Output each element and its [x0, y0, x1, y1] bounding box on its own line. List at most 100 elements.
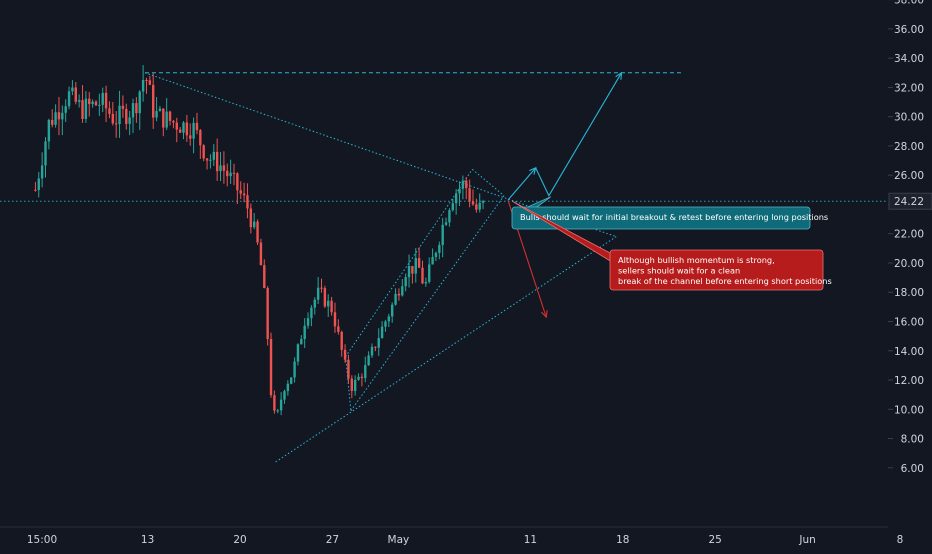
candle	[263, 259, 266, 289]
candle-body	[269, 338, 273, 396]
candle-body	[377, 338, 380, 348]
candle	[165, 98, 168, 130]
candle-body	[37, 178, 40, 191]
candle-body	[333, 312, 337, 327]
candle-body	[417, 258, 421, 268]
channel-lower-line	[350, 195, 505, 412]
candle	[178, 126, 182, 133]
candle	[222, 151, 226, 184]
candle-body	[438, 244, 441, 253]
candle-body	[219, 165, 222, 172]
candle-body	[34, 189, 37, 191]
candle	[152, 73, 155, 129]
candle-body	[148, 80, 152, 85]
candle	[434, 251, 438, 262]
candle	[162, 108, 165, 137]
candle-body	[465, 180, 468, 189]
candle	[441, 217, 444, 258]
x-tick-label: 25	[709, 534, 722, 546]
candle-body	[343, 349, 347, 360]
candle-body	[239, 190, 242, 194]
candle-body	[330, 300, 333, 313]
candle	[84, 90, 88, 123]
x-tick-label: May	[388, 534, 410, 546]
candle-body	[468, 188, 471, 202]
candle	[387, 313, 391, 328]
candle	[138, 90, 141, 130]
bear-callout[interactable]: Although bullish momentum is strong,sell…	[511, 200, 832, 291]
candle-body	[51, 119, 54, 125]
candle	[239, 181, 242, 200]
candle-body	[390, 304, 394, 317]
x-tick-label: 18	[616, 534, 629, 546]
candle-body	[434, 252, 438, 258]
candle	[448, 208, 451, 227]
candle-body	[263, 265, 266, 288]
candle	[313, 297, 316, 315]
candle	[242, 182, 246, 203]
candle	[74, 82, 77, 105]
candle	[91, 99, 94, 108]
y-tick-label: 34.00	[894, 53, 924, 65]
candle-body	[67, 91, 71, 107]
candle-body	[451, 203, 454, 211]
candle-body	[189, 135, 192, 139]
y-tick-label: 6.00	[901, 463, 924, 475]
x-tick-label: 27	[326, 534, 339, 546]
candle	[77, 94, 81, 108]
candle-body	[327, 300, 330, 307]
candle-body	[387, 316, 391, 322]
candle	[182, 121, 185, 140]
candle	[414, 247, 417, 283]
candle-body	[162, 108, 165, 128]
y-tick-label: 30.00	[894, 112, 924, 124]
candle	[273, 390, 276, 414]
candle-body	[303, 325, 306, 340]
candle-body	[185, 122, 189, 136]
candle-body	[374, 346, 377, 348]
candle-body	[182, 122, 185, 133]
candle-body	[229, 172, 232, 177]
candle-body	[360, 376, 364, 379]
candle-body	[155, 111, 158, 118]
candle	[269, 332, 273, 398]
bull-callout[interactable]: Bulls should wait for initial breakout &…	[511, 196, 828, 230]
candle	[279, 392, 283, 416]
candle-body	[246, 195, 249, 209]
candle-body	[454, 193, 458, 204]
candle-body	[441, 224, 444, 245]
candle-body	[195, 122, 199, 131]
candle-body	[293, 361, 296, 378]
candle	[192, 117, 195, 154]
candle	[438, 241, 441, 260]
candle-body	[421, 267, 424, 284]
candle	[108, 101, 111, 119]
candle-body	[64, 106, 67, 113]
candle-body	[276, 410, 279, 412]
candle	[229, 159, 232, 184]
candle	[451, 198, 454, 212]
candle	[323, 285, 327, 308]
candle-body	[306, 318, 310, 326]
candle	[340, 330, 343, 357]
candle	[316, 277, 320, 305]
candle	[209, 154, 212, 169]
candle-body	[91, 101, 94, 105]
candle	[189, 123, 192, 146]
candle-body	[357, 376, 360, 380]
candle	[44, 137, 47, 178]
candle	[141, 65, 145, 102]
candle	[417, 247, 421, 268]
candle-body	[310, 307, 313, 319]
candle-body	[407, 266, 411, 278]
candle	[205, 158, 209, 170]
candle	[40, 152, 44, 188]
candle	[121, 95, 125, 118]
candle-body	[475, 204, 478, 210]
candle	[327, 294, 330, 317]
candle-body	[461, 180, 465, 189]
candle-body	[47, 119, 51, 142]
candle-body	[131, 103, 135, 118]
candle	[357, 373, 360, 381]
